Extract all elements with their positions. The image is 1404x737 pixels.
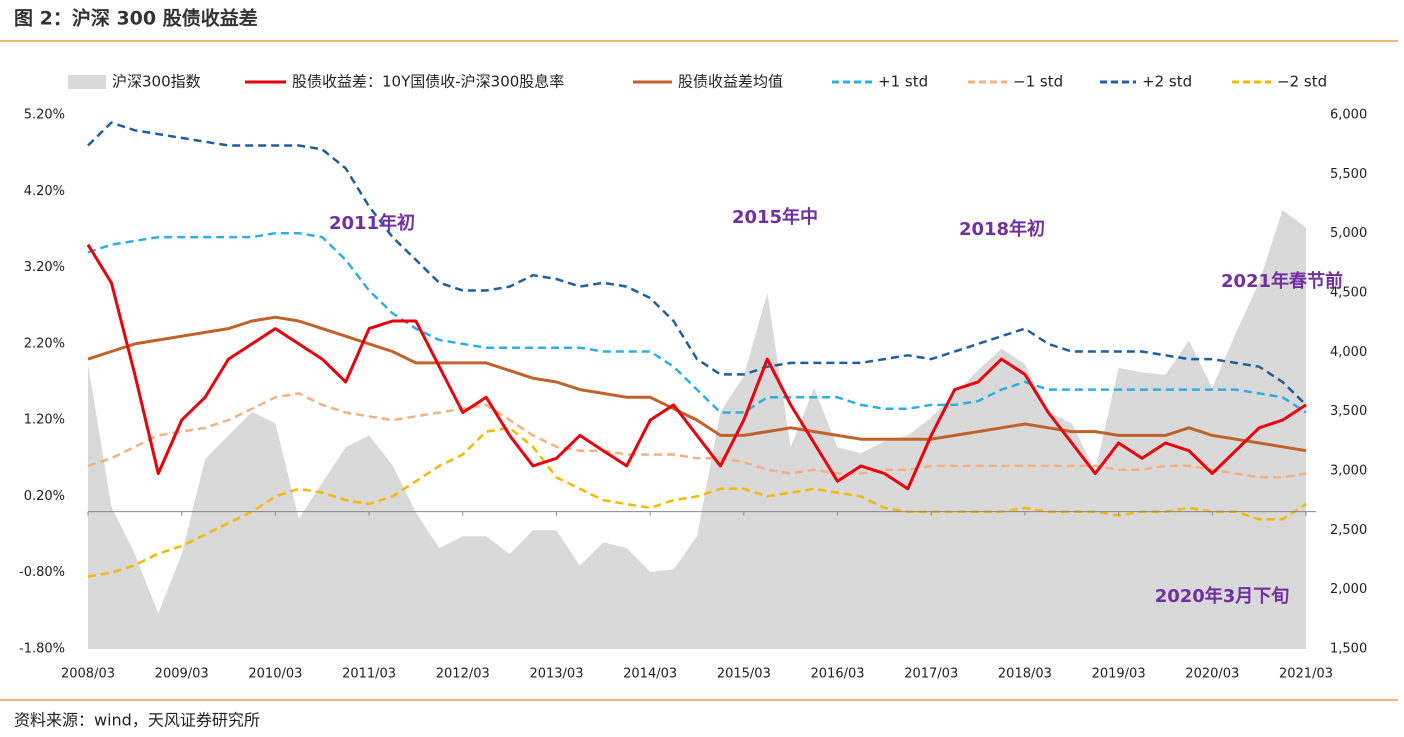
footer-source: 资料来源：wind，天风证券研究所	[14, 711, 260, 730]
line	[87, 231, 1307, 414]
legend-swatch	[68, 75, 106, 89]
y-tick-label: 4.20%	[24, 184, 65, 199]
y2-tick-label: 5,000	[1330, 226, 1367, 241]
y2-tick-label: 4,000	[1330, 345, 1367, 360]
y2-tick-label: 4,500	[1330, 286, 1367, 301]
x-tick-label: 2012/03	[436, 667, 490, 682]
legend-label: +2 std	[1142, 73, 1192, 91]
y2-tick-label: 3,500	[1330, 404, 1367, 419]
y2-tick-label: 1,500	[1330, 642, 1367, 657]
line	[87, 392, 1307, 479]
y2-tick-label: 6,000	[1330, 108, 1367, 123]
y-tick-label: -0.80%	[19, 565, 65, 580]
area	[88, 209, 1306, 649]
y2-tick-label: 2,000	[1330, 582, 1367, 597]
x-tick-label: 2017/03	[904, 667, 958, 682]
x-tick-label: 2008/03	[61, 667, 115, 682]
y2-tick-label: 2,500	[1330, 523, 1367, 538]
header-title: 图 2：沪深 300 股债收益差	[14, 7, 258, 30]
x-tick-label: 2016/03	[811, 667, 865, 682]
x-tick-label: 2011/03	[342, 667, 396, 682]
y-tick-label: 0.20%	[24, 489, 65, 504]
x-tick-label: 2019/03	[1092, 667, 1146, 682]
y-tick-label: 3.20%	[24, 260, 65, 275]
x-tick-label: 2020/03	[1185, 667, 1239, 682]
y-tick-label: 2.20%	[24, 336, 65, 351]
legend-label: −1 std	[1013, 73, 1063, 91]
x-tick-label: 2010/03	[248, 667, 302, 682]
y2-tick-label: 5,500	[1330, 167, 1367, 182]
line	[87, 426, 1307, 578]
x-tick-label: 2021/03	[1279, 667, 1333, 682]
legend-label: 股债收益差均值	[678, 73, 783, 91]
line	[86, 243, 1307, 491]
y2-tick-label: 3,000	[1330, 464, 1367, 479]
line	[87, 315, 1307, 453]
annotation: 2011年初	[329, 212, 415, 234]
x-tick-label: 2018/03	[998, 667, 1052, 682]
y-tick-label: 5.20%	[24, 108, 65, 123]
legend-label: 沪深300指数	[112, 73, 201, 91]
y-tick-label: 1.20%	[24, 413, 65, 428]
annotation: 2020年3月下旬	[1155, 585, 1290, 607]
x-tick-label: 2009/03	[155, 667, 209, 682]
legend-label: +1 std	[878, 73, 928, 91]
annotation: 2018年初	[959, 218, 1045, 240]
annotation: 2021年春节前	[1221, 270, 1343, 292]
legend-label: 股债收益差：10Y国债收-沪深300股息率	[292, 73, 564, 91]
x-tick-label: 2014/03	[623, 667, 677, 682]
x-tick-label: 2013/03	[529, 667, 583, 682]
y-tick-label: -1.80%	[19, 642, 65, 657]
line	[87, 121, 1307, 406]
annotation: 2015年中	[732, 206, 818, 228]
legend-label: −2 std	[1277, 73, 1327, 91]
x-tick-label: 2015/03	[717, 667, 771, 682]
